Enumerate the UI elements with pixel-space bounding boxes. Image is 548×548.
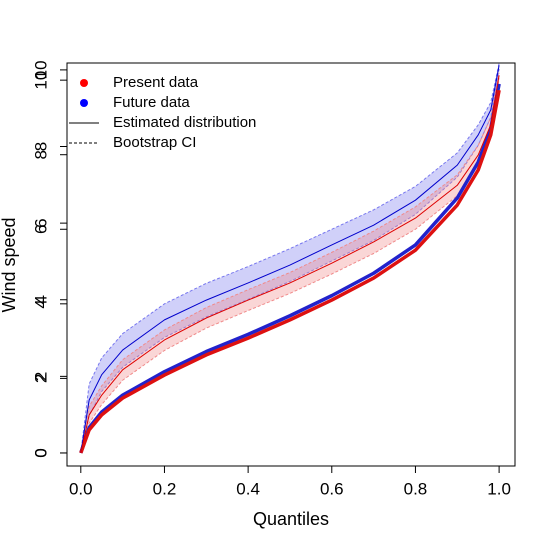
y-tick-label: 8: [31, 150, 50, 159]
y-tick-label: 2: [31, 372, 50, 381]
ci-bound: [80, 63, 500, 454]
y-tick-label: 8: [31, 142, 50, 151]
y-tick-label: 10: [31, 71, 50, 90]
estimate-line: [80, 75, 500, 454]
ci-band: [80, 63, 500, 453]
x-tick-label: 0.2: [153, 479, 177, 498]
y-tick-label: 0: [31, 448, 50, 457]
legend-label: Present data: [113, 74, 199, 91]
y-tick-label: 0: [31, 448, 50, 457]
legend-label: Estimated distribution: [113, 114, 256, 131]
legend-label: Bootstrap CI: [113, 134, 196, 151]
x-tick-label: 0.8: [404, 479, 428, 498]
y-tick-label: 4: [31, 295, 50, 304]
x-axis-title: Quantiles: [253, 509, 329, 529]
y-tick-label: 10: [31, 60, 50, 79]
y-tick-label: 2: [31, 374, 50, 383]
y-tick-label: 6: [31, 218, 50, 227]
y-axis-title: Wind speed: [0, 217, 19, 312]
ci-bound: [80, 72, 500, 454]
y-tick-label: 6: [31, 225, 50, 234]
x-tick-label: 0.4: [236, 479, 260, 498]
x-tick-label: 0.0: [69, 479, 93, 498]
legend-point: [80, 79, 88, 87]
y-tick-label: 4: [31, 299, 50, 308]
legend-label: Future data: [113, 94, 190, 111]
x-tick-label: 1.0: [487, 479, 511, 498]
x-tick-label: 0.6: [320, 479, 344, 498]
plot-frame: [66, 62, 516, 467]
estimate-line: [80, 65, 500, 454]
data-curve: [79, 83, 501, 454]
data-curve: [79, 89, 501, 454]
legend-point: [80, 99, 88, 107]
